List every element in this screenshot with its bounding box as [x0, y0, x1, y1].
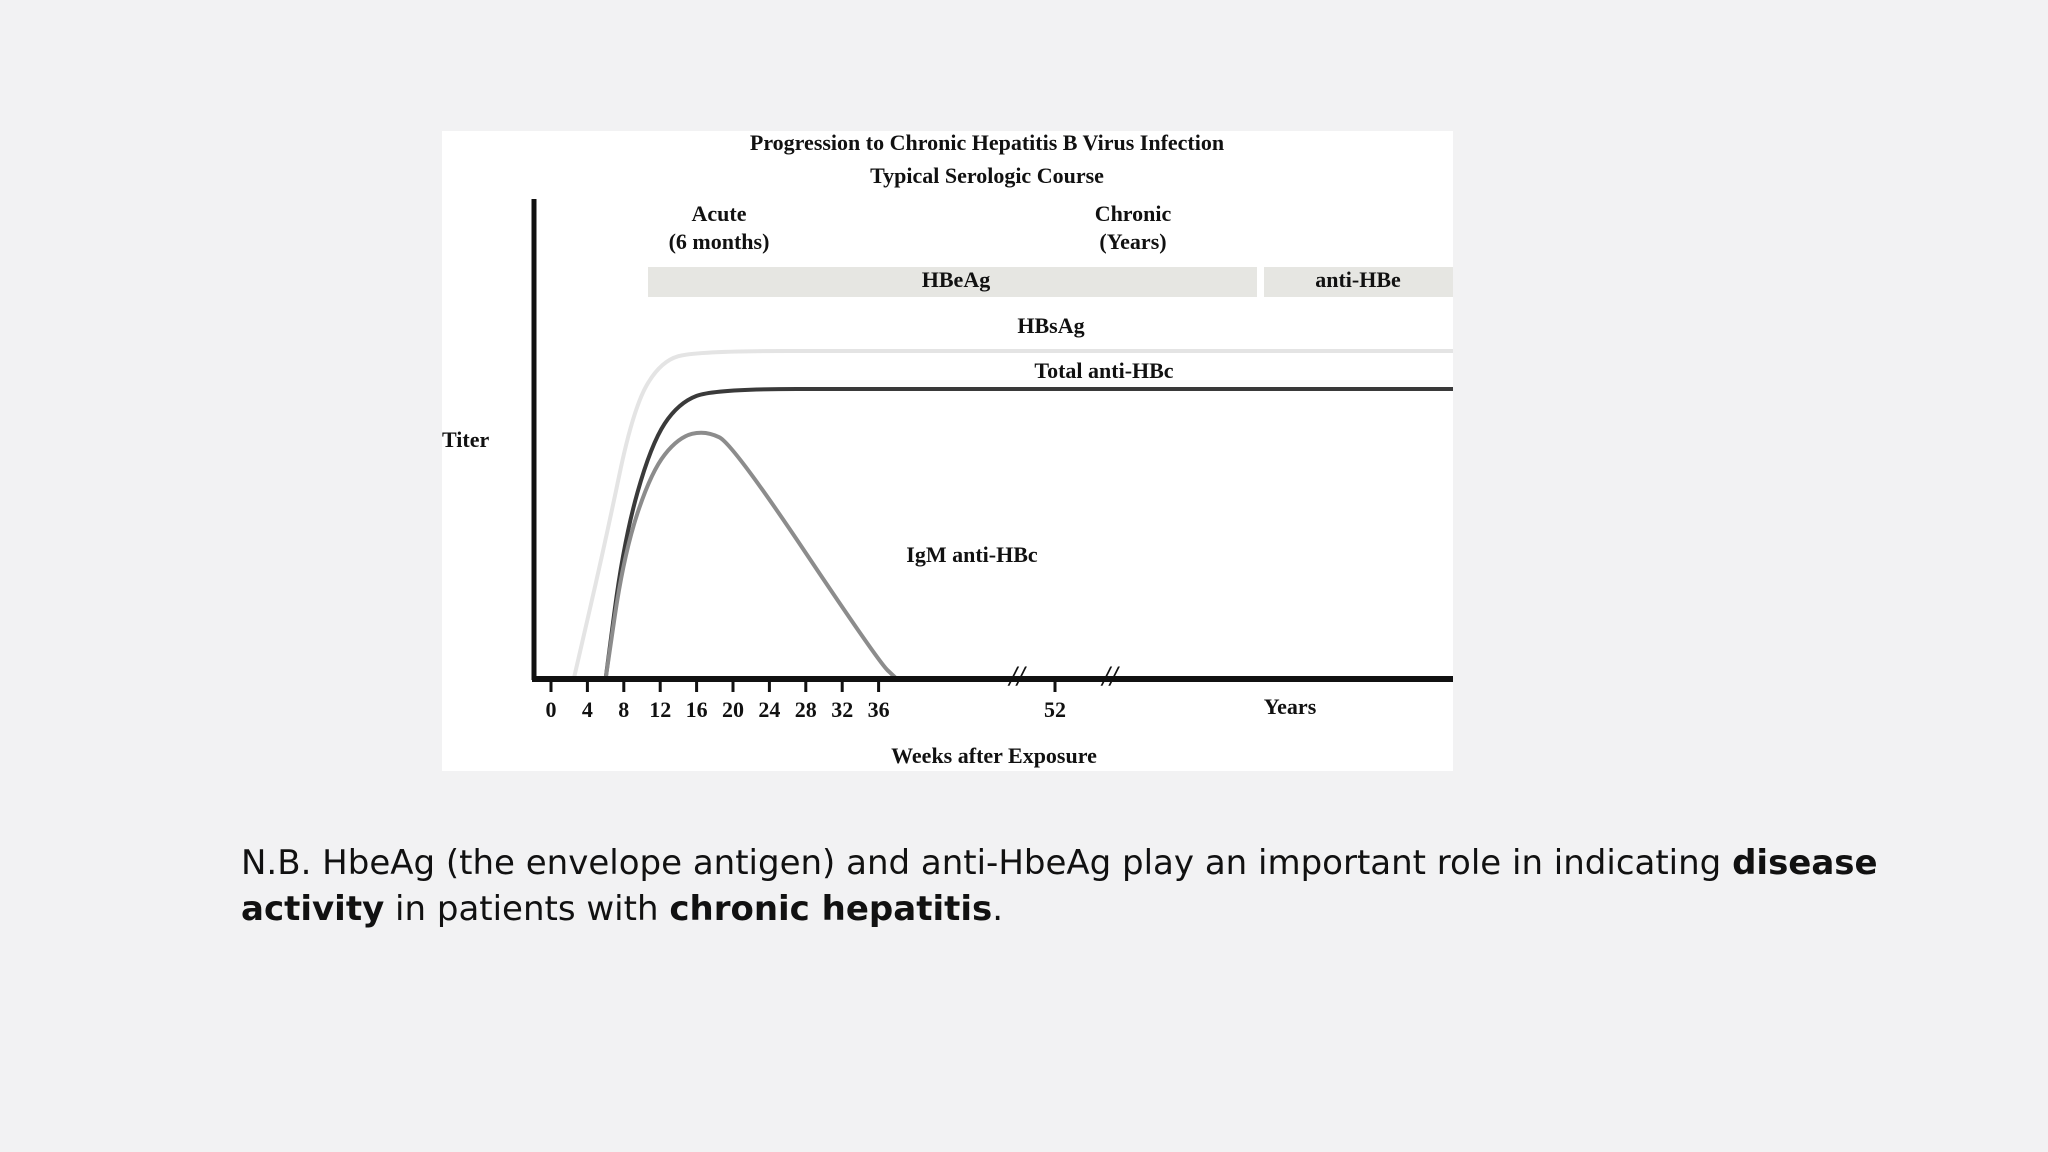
x-tick-label-28: 28: [795, 697, 817, 722]
phase-acute-label: Acute: [692, 201, 747, 226]
x-tick-label-20: 20: [722, 697, 744, 722]
caption-text-3: .: [992, 889, 1004, 929]
x-tick-label-8: 8: [618, 697, 629, 722]
x-tick-label-0: 0: [546, 697, 557, 722]
chart-svg: Progression to Chronic Hepatitis B Virus…: [442, 131, 1453, 768]
caption: N.B. HbeAg (the envelope antigen) and an…: [241, 840, 1941, 932]
x-axis-label: Weeks after Exposure: [891, 743, 1097, 768]
series-label-total-anti-hbc: Total anti-HBc: [1034, 358, 1173, 383]
x-tick-label-16: 16: [686, 697, 708, 722]
x-years-label: Years: [1264, 694, 1317, 719]
series-line-total-anti-hbc: [603, 386, 1453, 681]
x-tick-label-12: 12: [649, 697, 671, 722]
series-line-hbsag: [571, 348, 1453, 681]
x-tick-label-52: 52: [1044, 697, 1066, 722]
phase-chronic-label: Chronic: [1095, 201, 1172, 226]
caption-text-2: in patients with: [384, 889, 670, 929]
caption-text-1: N.B. HbeAg (the envelope antigen) and an…: [241, 843, 1733, 883]
chart-figure: Progression to Chronic Hepatitis B Virus…: [442, 131, 1453, 771]
x-tick-label-32: 32: [831, 697, 853, 722]
caption-bold-chronic-hepatitis: chronic hepatitis: [669, 889, 993, 929]
phase-acute-sublabel: (6 months): [669, 229, 770, 254]
phase-chronic-sublabel: (Years): [1099, 229, 1166, 254]
x-tick-label-24: 24: [758, 697, 780, 722]
axis-break-1: //: [1007, 661, 1027, 692]
band-anti-hbe-label: anti-HBe: [1315, 267, 1401, 292]
series-label-hbsag: HBsAg: [1017, 313, 1084, 338]
axis-break-2: //: [1100, 661, 1120, 692]
series-layer: [571, 348, 1453, 681]
series-line-igm-anti-hbc: [603, 430, 899, 681]
caption-bold-disease-activity: disease activity: [241, 843, 1878, 929]
x-tick-label-4: 4: [582, 697, 593, 722]
band-hbeag-label: HBeAg: [922, 267, 990, 292]
chart-title: Progression to Chronic Hepatitis B Virus…: [750, 131, 1224, 155]
y-axis-label: Titer: [442, 427, 489, 452]
chart-subtitle: Typical Serologic Course: [870, 163, 1104, 188]
series-label-igm-anti-hbc: IgM anti-HBc: [906, 542, 1038, 567]
x-tick-label-36: 36: [868, 697, 890, 722]
band-anti-hbe: [1264, 267, 1453, 297]
band-hbeag: [648, 267, 1257, 297]
tick-layer: 0 4 8 12 16 20 24 28 32 36 52: [546, 679, 1066, 722]
